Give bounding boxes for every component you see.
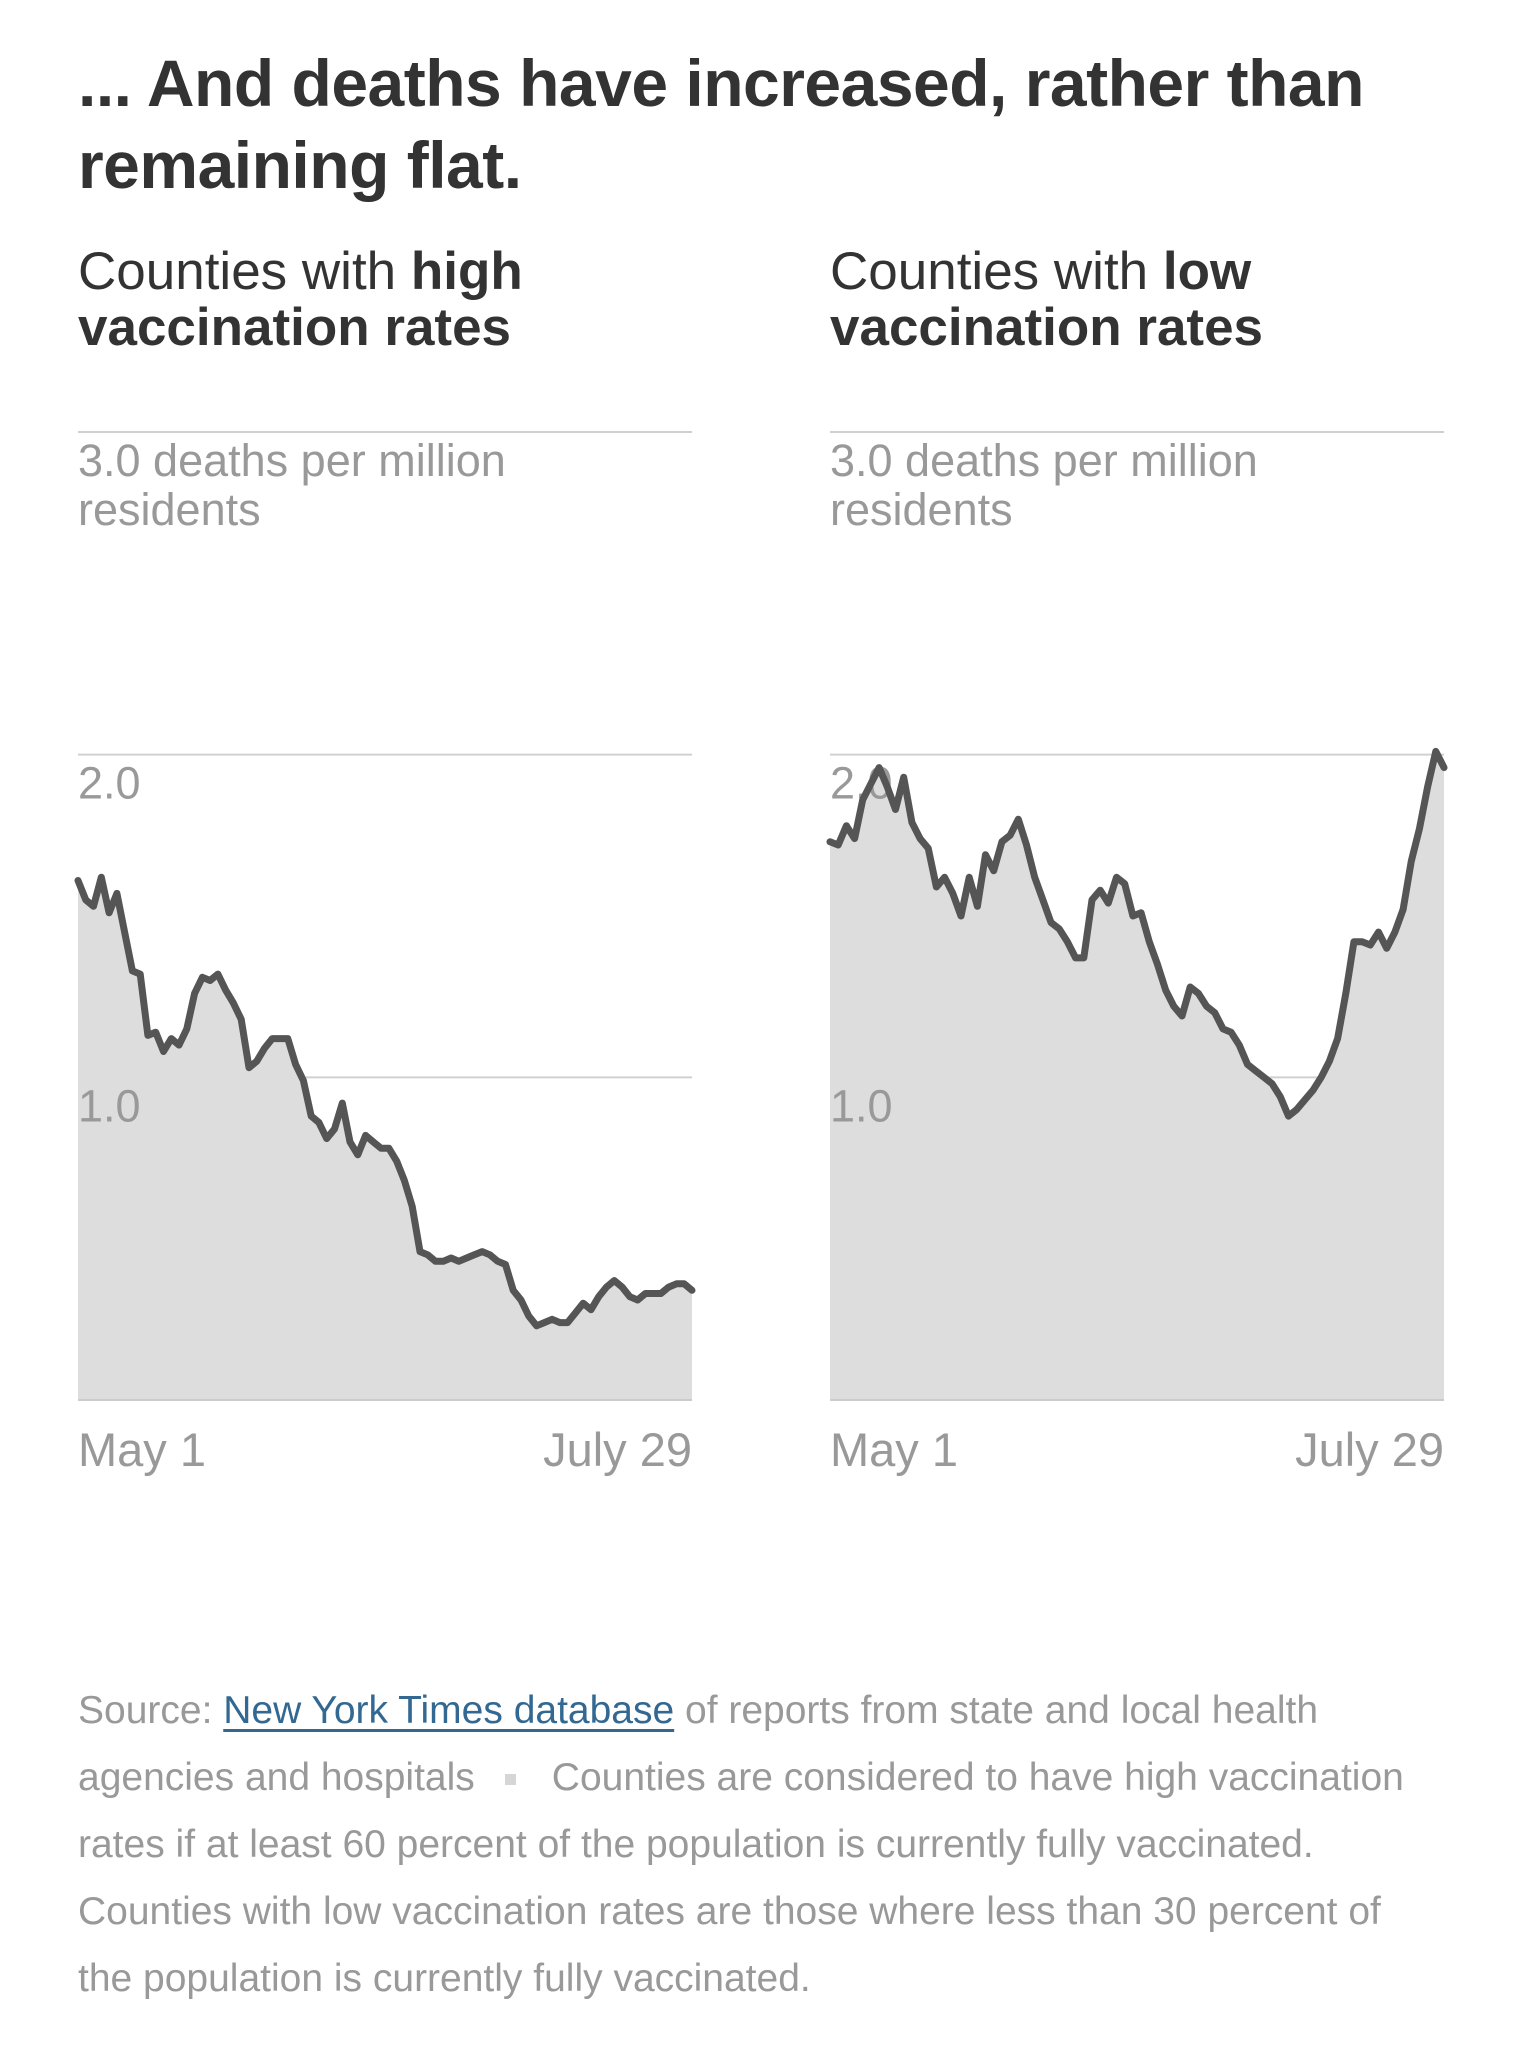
x-tick-label-high-end: July 29 xyxy=(543,1423,692,1476)
y-tick-label-line1: 3.0 deaths per million xyxy=(830,435,1258,486)
y-tick-label-low-top: 3.0 deaths per million residents xyxy=(830,435,1258,535)
panel-title-low-prefix: Counties with xyxy=(830,242,1163,301)
data-line-low xyxy=(826,747,1448,1120)
y-tick-label-high-2.0: 2.0 xyxy=(78,758,141,809)
area-fill-low xyxy=(830,751,1444,1400)
source-link[interactable]: New York Times database xyxy=(223,1689,675,1732)
source-label: Source: xyxy=(78,1689,224,1732)
y-tick-label-low-1.0: 1.0 xyxy=(830,1080,893,1131)
panel-title-high-prefix: Counties with xyxy=(78,242,411,301)
area-fill-high xyxy=(78,877,692,1400)
panel-title-high-bold: high vaccination rates xyxy=(78,242,523,357)
y-tick-label-line2: residents xyxy=(830,484,1013,535)
source-description: of reports from state and local health a… xyxy=(78,1689,1319,1799)
x-tick-label-high-start: May 1 xyxy=(78,1423,206,1476)
footnote-note: Counties are considered to have high vac… xyxy=(78,1756,1404,2000)
y-tick-label-high-top: 3.0 deaths per million residents xyxy=(78,435,506,535)
panel-title-low: Counties with low vaccination rates xyxy=(830,244,1450,356)
panel-title-high: Counties with high vaccination rates xyxy=(78,244,698,356)
x-tick-label-low-start: May 1 xyxy=(830,1423,958,1476)
separator-square xyxy=(504,1774,516,1786)
data-line-high xyxy=(74,873,696,1330)
footnote: Source: New York Times database of repor… xyxy=(78,1677,1438,2012)
small-multiple-charts: 3.0 deaths per million residents2.01.0May… xyxy=(74,431,1448,1476)
y-tick-label-high-1.0: 1.0 xyxy=(78,1080,141,1131)
y-tick-label-line1: 3.0 deaths per million xyxy=(78,435,506,486)
y-tick-label-line2: residents xyxy=(78,484,261,535)
x-tick-label-low-end: July 29 xyxy=(1295,1423,1444,1476)
panel-title-low-bold: low vaccination rates xyxy=(830,242,1264,357)
headline: ... And deaths have increased, rather th… xyxy=(78,46,1364,202)
